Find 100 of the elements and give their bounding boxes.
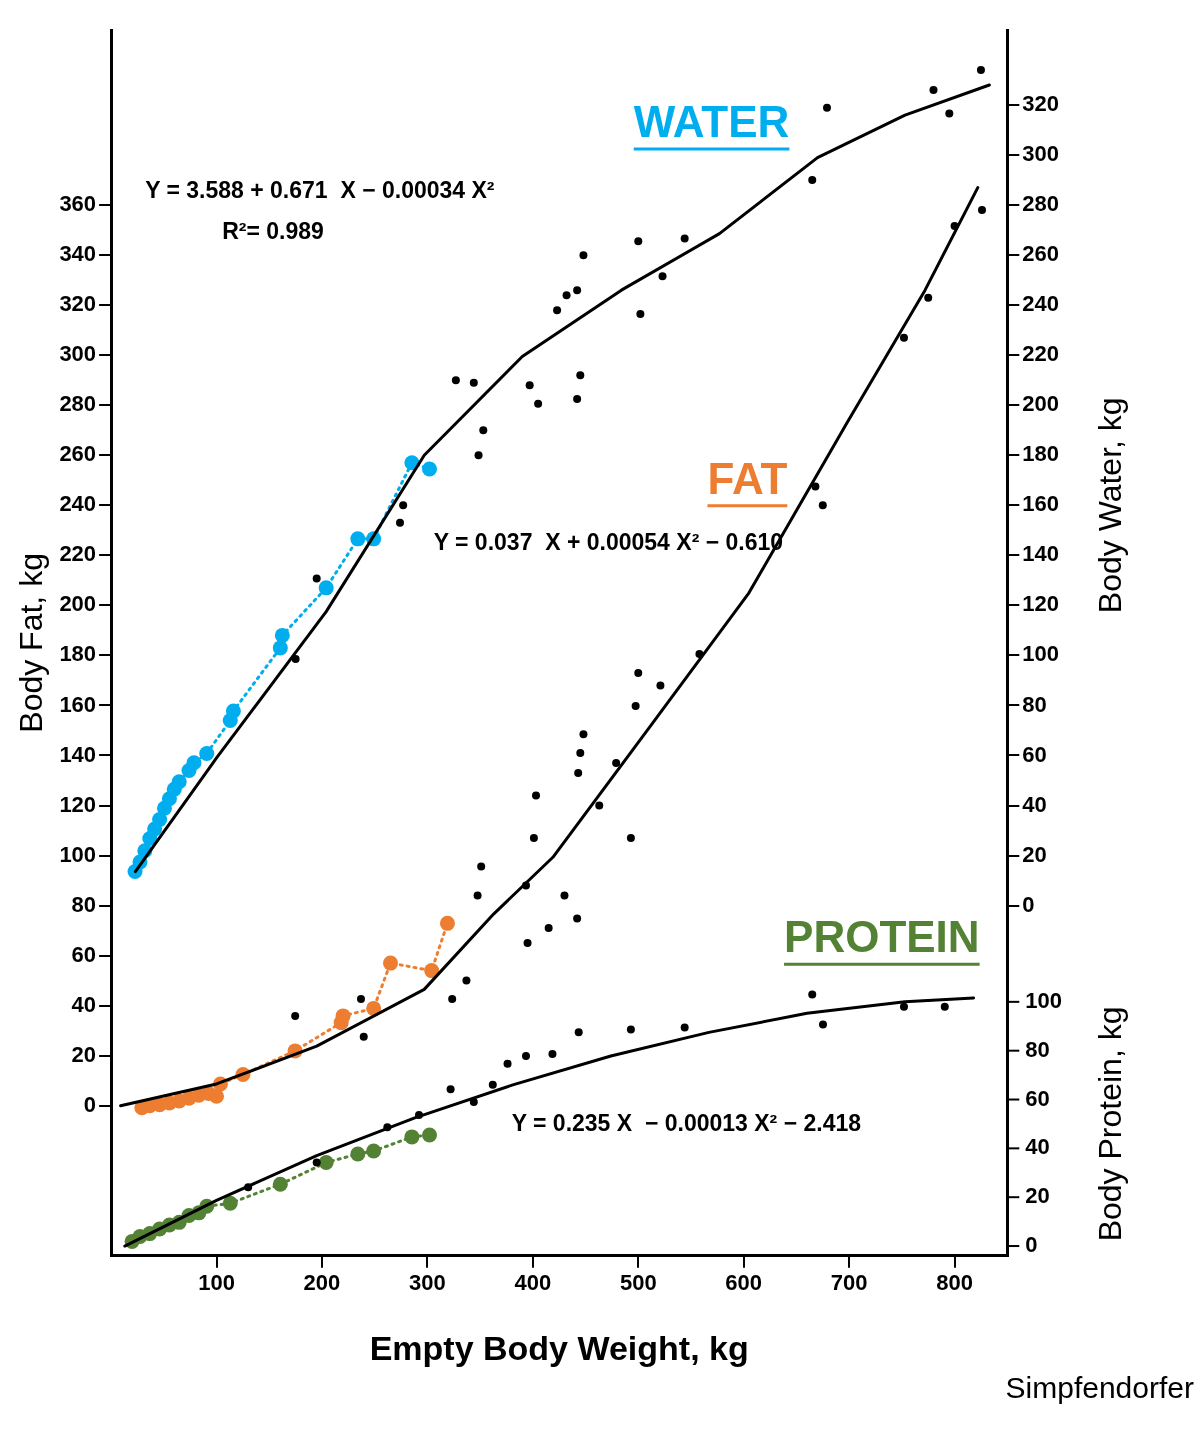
x-tick-label: 500: [619, 1270, 657, 1296]
point: [335, 1008, 351, 1024]
y2-tick-label: 100: [1022, 641, 1060, 667]
x-tick-label: 600: [725, 1270, 763, 1296]
point: [350, 531, 366, 547]
point: [529, 834, 538, 843]
annotation: Y = 3.588 + 0.671 X − 0.00034 X²: [145, 177, 495, 204]
text: FAT: [707, 453, 788, 503]
y-tick-label: 140: [59, 741, 97, 767]
point: [312, 574, 321, 583]
y2-tick-label: 240: [1022, 291, 1060, 317]
y-tick-label: 120: [59, 791, 97, 817]
point: [477, 862, 486, 871]
point: [636, 309, 645, 318]
point: [574, 1028, 583, 1037]
point: [350, 1146, 366, 1162]
y2-tick-label: 120: [1022, 591, 1060, 617]
point: [560, 891, 569, 900]
point: [631, 701, 640, 710]
point: [396, 518, 404, 527]
point: [553, 306, 562, 315]
point: [576, 748, 585, 757]
x-axis-title: Empty Body Weight, kg: [369, 1328, 749, 1367]
point: [808, 990, 817, 999]
point: [222, 1195, 238, 1211]
annotation: Y = 0.235 X − 0.00013 X² − 2.418: [511, 1109, 862, 1136]
point: [404, 1129, 420, 1145]
point: [940, 1002, 949, 1011]
point: [634, 237, 643, 246]
text: PROTEIN: [784, 912, 980, 962]
point: [383, 955, 399, 971]
point: [573, 286, 582, 295]
point: [548, 1050, 557, 1059]
y3-tick-label: 60: [1025, 1085, 1050, 1111]
y-tick-label: 100: [59, 841, 97, 867]
point: [656, 681, 665, 690]
y-tick-label: 40: [71, 991, 97, 1017]
point: [819, 1020, 827, 1029]
point: [152, 812, 168, 828]
y2-tick-label: 200: [1022, 391, 1060, 417]
point: [818, 501, 827, 510]
point: [658, 272, 667, 281]
y-tick-label: 60: [71, 941, 97, 967]
x-tick-label: 100: [198, 1270, 235, 1296]
point: [808, 176, 817, 185]
y-tick-label: 240: [59, 491, 97, 517]
x-tick-label: 200: [303, 1270, 341, 1296]
point: [424, 963, 440, 979]
y-tick-label: 320: [59, 291, 97, 317]
point: [473, 891, 482, 900]
point: [576, 371, 585, 380]
point: [544, 924, 553, 933]
y2-tick-label: 140: [1022, 541, 1060, 567]
point: [626, 1025, 635, 1034]
y-tick-label: 20: [71, 1041, 97, 1067]
y-tick-label: 280: [59, 391, 97, 417]
y2-tick-label: 20: [1022, 841, 1047, 867]
y3-tick-label: 80: [1025, 1036, 1050, 1062]
x-tick-label: 400: [514, 1270, 552, 1296]
point: [562, 291, 571, 300]
text: Simpfendorfer: [1005, 1371, 1194, 1405]
y-tick-label: 220: [59, 541, 97, 567]
point: [171, 774, 187, 790]
point: [612, 758, 621, 767]
point: [924, 293, 933, 302]
y3-tick-label: 40: [1025, 1134, 1050, 1160]
point: [318, 580, 334, 596]
point: [977, 206, 986, 215]
y-tick-label: 260: [59, 441, 97, 467]
point: [291, 654, 300, 663]
point: [945, 109, 954, 118]
y2-tick-label: 320: [1022, 91, 1060, 117]
point: [976, 66, 985, 75]
point: [359, 1032, 368, 1041]
point: [823, 103, 831, 112]
point: [479, 426, 488, 435]
point: [448, 994, 457, 1003]
y-tick-label: 340: [59, 241, 97, 267]
point: [451, 376, 460, 385]
point: [366, 1000, 382, 1016]
point: [573, 914, 582, 923]
point: [291, 1011, 300, 1020]
point: [899, 333, 908, 342]
point: [626, 834, 635, 843]
point: [929, 86, 938, 95]
y-tick-label: 80: [71, 891, 97, 917]
point: [439, 915, 455, 931]
y2-tick-label: 280: [1022, 191, 1060, 217]
point: [523, 939, 532, 948]
point: [312, 1158, 321, 1167]
point: [469, 378, 478, 387]
point: [579, 730, 588, 739]
y2-tick-label: 0: [1022, 891, 1035, 917]
y3-tick-label: 100: [1025, 987, 1063, 1013]
point: [680, 1023, 689, 1032]
y-tick-label: 0: [83, 1091, 97, 1117]
point: [462, 976, 471, 985]
point: [521, 1052, 530, 1061]
y2-tick-label: 180: [1022, 441, 1060, 467]
annotation: R²= 0.989: [222, 217, 324, 244]
